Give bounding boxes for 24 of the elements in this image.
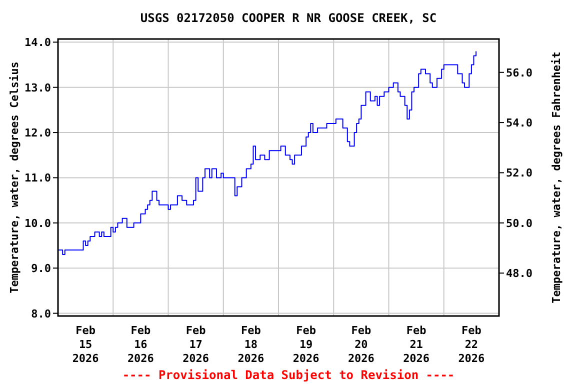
y2-tick-label: 56.0 <box>506 66 532 80</box>
x-tick-label: Feb 16 2026 <box>127 324 154 365</box>
y2-tick-label: 50.0 <box>506 216 532 230</box>
x-tick-label: Feb 19 2026 <box>292 324 320 365</box>
y-tick-label: 8.0 <box>31 307 51 320</box>
y-tick-label: 14.0 <box>24 36 51 50</box>
x-tick-label: Feb 22 2026 <box>458 324 486 365</box>
chart-title: USGS 02172050 COOPER R NR GOOSE CREEK, SC <box>140 11 437 25</box>
x-tick-label: Feb 15 2026 <box>72 324 100 365</box>
y2-tick-label: 54.0 <box>506 116 532 130</box>
x-tick-label: Feb 17 2026 <box>182 324 210 365</box>
y2-tick-label: 48.0 <box>506 267 532 280</box>
y2-axis-title: Temperature, water, degrees Fahrenheit <box>550 52 563 304</box>
y-tick-label: 10.0 <box>24 216 51 230</box>
y-tick-label: 11.0 <box>24 172 51 185</box>
y-tick-label: 13.0 <box>24 81 51 94</box>
x-tick-label: Feb 18 2026 <box>238 324 265 365</box>
y-axis-title: Temperature, water, degrees Celsius <box>8 62 21 294</box>
x-tick-label: Feb 20 2026 <box>348 324 375 365</box>
y-tick-label: 9.0 <box>31 262 51 276</box>
y-tick-label: 12.0 <box>24 126 51 140</box>
x-tick-label: Feb 21 2026 <box>403 324 430 365</box>
text: ---- Provisional Data Subject to Revision ---- <box>122 368 455 382</box>
y2-tick-label: 52.0 <box>506 166 532 180</box>
